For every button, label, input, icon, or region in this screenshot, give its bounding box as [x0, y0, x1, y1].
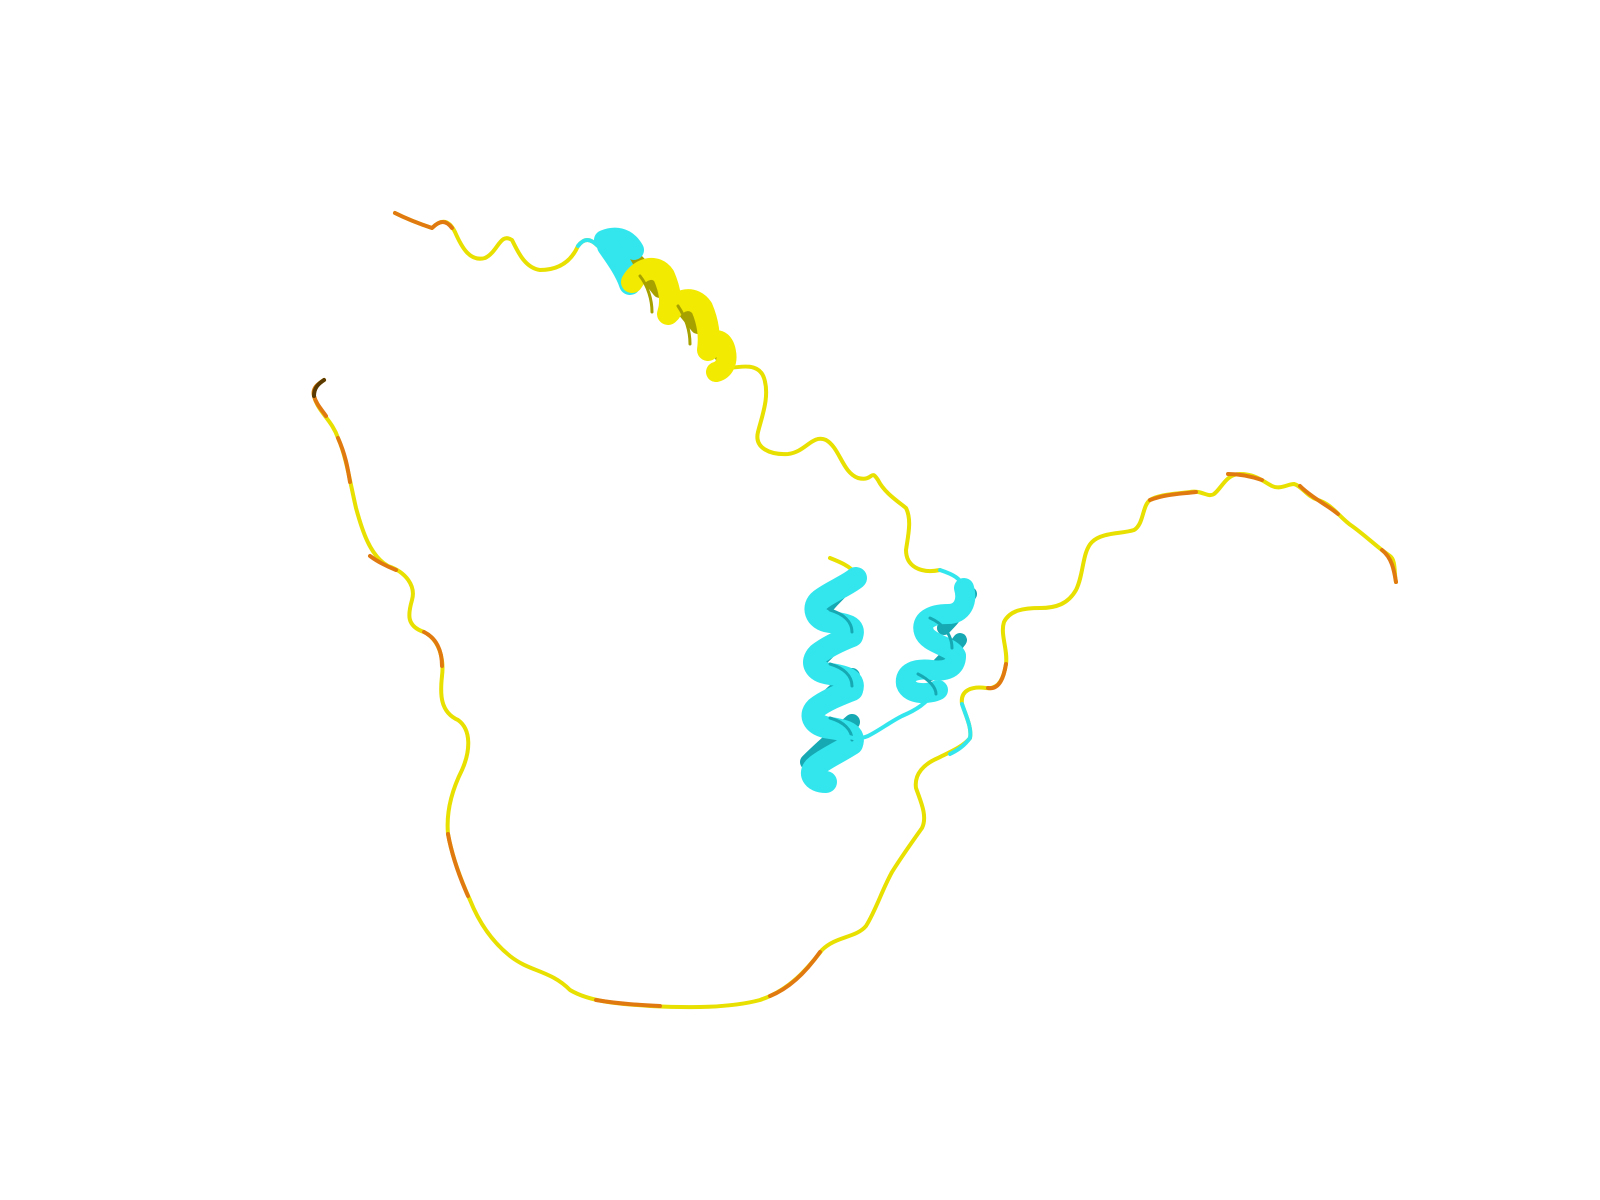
coil-segment-top-left-orange: [393, 211, 454, 230]
helix-top: [594, 227, 737, 382]
helix-left: [800, 556, 867, 793]
coil-segment-top-left: [393, 211, 600, 272]
coil-trace: [311, 211, 1398, 1010]
helix-right: [844, 568, 977, 741]
coil-segment-linker-middle: [714, 364, 942, 573]
